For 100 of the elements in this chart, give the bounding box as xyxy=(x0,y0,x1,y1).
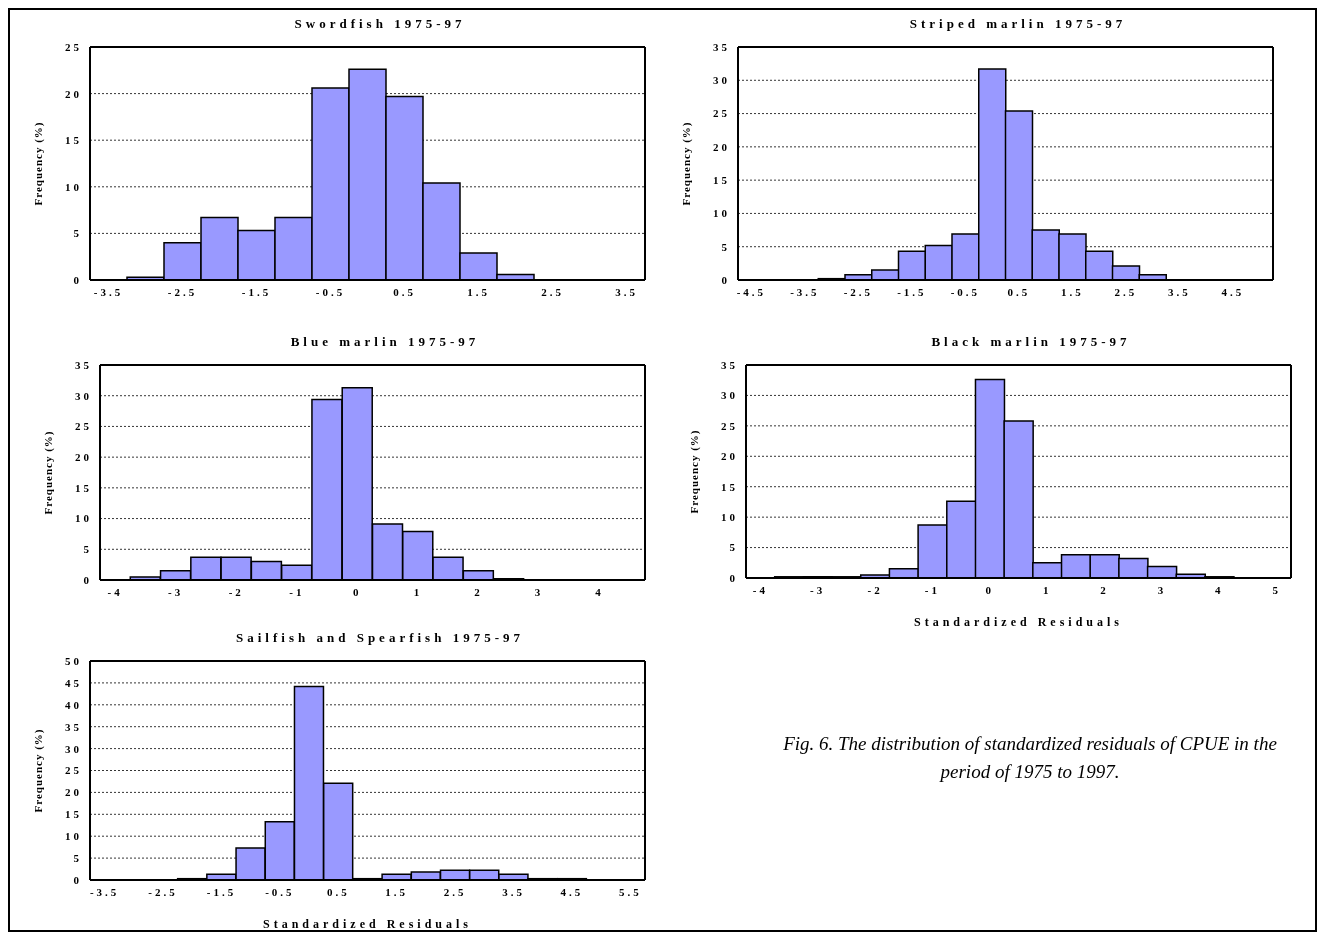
y-tick-label: 10 xyxy=(65,830,82,843)
x-tick-label: -1 xyxy=(289,585,305,598)
y-tick-label: 5 xyxy=(83,543,92,556)
y-tick-label: 10 xyxy=(721,511,738,524)
y-axis-title: Frequency (%) xyxy=(31,728,45,813)
y-tick-label: 50 xyxy=(65,654,82,667)
x-tick-label: -3.5 xyxy=(89,885,120,898)
x-tick-label: -1 xyxy=(924,583,941,596)
y-tick-label: 25 xyxy=(65,764,82,777)
x-tick-label: -1.5 xyxy=(206,885,237,898)
y-tick-label: 10 xyxy=(713,207,730,220)
caption: Fig. 6. The distribution of standardized residuals of CPUE in the period of 1975 to 1997. xyxy=(782,732,1278,784)
x-tick-label: 3.5 xyxy=(1168,285,1191,298)
y-tick-label: 15 xyxy=(65,808,82,821)
y-tick-label: 5 xyxy=(73,227,82,240)
y-tick-label: 10 xyxy=(65,180,82,193)
x-tick-label: 3 xyxy=(534,585,544,598)
y-tick-label: 30 xyxy=(721,389,738,402)
x-tick-label: 2 xyxy=(1100,583,1109,596)
x-tick-label: -3.5 xyxy=(93,285,124,298)
x-tick-label: 5.5 xyxy=(619,885,642,898)
y-tick-label: 30 xyxy=(75,389,92,402)
x-tick-label: 0.5 xyxy=(393,285,416,298)
y-tick-label: 10 xyxy=(75,512,92,525)
x-tick-label: 5 xyxy=(1272,583,1281,596)
x-tick-label: -3 xyxy=(810,583,826,596)
x-axis-title: Standardized Residuals xyxy=(262,917,473,931)
y-tick-label: 0 xyxy=(721,273,730,286)
y-tick-label: 20 xyxy=(65,786,82,799)
y-tick-label: 15 xyxy=(65,134,82,147)
x-tick-label: -0.5 xyxy=(265,885,295,898)
x-tick-label: -4.5 xyxy=(736,285,767,298)
x-tick-label: -1.5 xyxy=(897,285,927,298)
x-tick-label: -2.5 xyxy=(167,285,198,298)
x-tick-label: 1.5 xyxy=(385,885,409,898)
x-tick-label: -3 xyxy=(168,585,184,598)
x-tick-label: -4 xyxy=(107,585,123,598)
x-tick-label: -2.5 xyxy=(843,285,874,298)
y-tick-label: 35 xyxy=(713,40,730,53)
y-tick-label: 5 xyxy=(73,852,82,865)
x-tick-label: -0.5 xyxy=(950,285,981,298)
y-tick-label: 35 xyxy=(65,720,82,733)
y-tick-label: 25 xyxy=(75,420,92,433)
y-tick-label: 25 xyxy=(65,40,82,53)
x-tick-label: -2 xyxy=(867,583,883,596)
y-tick-label: 5 xyxy=(729,541,738,554)
y-tick-label: 0 xyxy=(729,571,738,584)
y-tick-label: 40 xyxy=(65,698,82,711)
x-tick-label: -1.5 xyxy=(241,285,272,298)
chart-title: Swordfish 1975-97 xyxy=(293,16,467,32)
x-tick-label: 4.5 xyxy=(1221,285,1245,298)
y-tick-label: 0 xyxy=(73,873,82,886)
y-tick-label: 15 xyxy=(713,174,730,187)
x-tick-label: -3.5 xyxy=(790,285,820,298)
y-tick-label: 25 xyxy=(713,107,730,120)
x-tick-label: 1 xyxy=(413,585,423,598)
y-tick-label: 20 xyxy=(65,87,82,100)
y-tick-label: 35 xyxy=(75,358,92,371)
chart-title: Blue marlin 1975-97 xyxy=(289,334,481,350)
x-tick-label: -0.5 xyxy=(315,285,346,298)
y-tick-label: 30 xyxy=(65,742,82,755)
x-tick-label: 0.5 xyxy=(326,885,350,898)
x-tick-label: 3.5 xyxy=(502,885,525,898)
y-tick-label: 20 xyxy=(721,450,738,463)
x-tick-label: 3.5 xyxy=(615,285,638,298)
x-tick-label: -2 xyxy=(228,585,244,598)
x-tick-label: 0.5 xyxy=(1007,285,1031,298)
x-tick-label: 2.5 xyxy=(1114,285,1138,298)
x-tick-label: 0 xyxy=(353,585,362,598)
x-tick-label: 1.5 xyxy=(467,285,490,298)
x-tick-label: 2.5 xyxy=(443,885,467,898)
chart-title: Black marlin 1975-97 xyxy=(930,334,1132,350)
x-axis-title: Standardized Residuals xyxy=(913,615,1124,629)
y-axis-title: Frequency (%) xyxy=(31,121,45,206)
y-tick-label: 45 xyxy=(65,676,82,689)
x-tick-label: 0 xyxy=(985,583,995,596)
x-tick-label: 4 xyxy=(1215,583,1224,596)
y-tick-label: 20 xyxy=(75,451,92,464)
y-tick-label: 15 xyxy=(75,481,92,494)
y-tick-label: 0 xyxy=(83,573,92,586)
y-tick-label: 25 xyxy=(721,419,738,432)
y-tick-label: 15 xyxy=(721,480,738,493)
x-tick-label: 4.5 xyxy=(560,885,584,898)
y-tick-label: 20 xyxy=(713,140,730,153)
chart-title: Sailfish and Spearfish 1975-97 xyxy=(235,630,525,646)
y-tick-label: 0 xyxy=(73,273,82,286)
y-tick-label: 35 xyxy=(721,358,738,371)
x-tick-label: -2.5 xyxy=(148,885,178,898)
chart-title: Striped marlin 1975-97 xyxy=(908,16,1128,32)
x-tick-label: 4 xyxy=(595,585,604,598)
y-axis-title: Frequency (%) xyxy=(679,121,693,206)
x-tick-label: 2 xyxy=(474,585,483,598)
x-tick-label: 2.5 xyxy=(541,285,564,298)
y-tick-label: 30 xyxy=(713,74,730,87)
y-axis-title: Frequency (%) xyxy=(687,429,701,514)
x-tick-label: 1.5 xyxy=(1061,285,1084,298)
y-tick-label: 5 xyxy=(721,240,730,253)
x-tick-label: 1 xyxy=(1042,583,1052,596)
y-axis-title: Frequency (%) xyxy=(41,430,55,515)
x-tick-label: 3 xyxy=(1157,583,1167,596)
